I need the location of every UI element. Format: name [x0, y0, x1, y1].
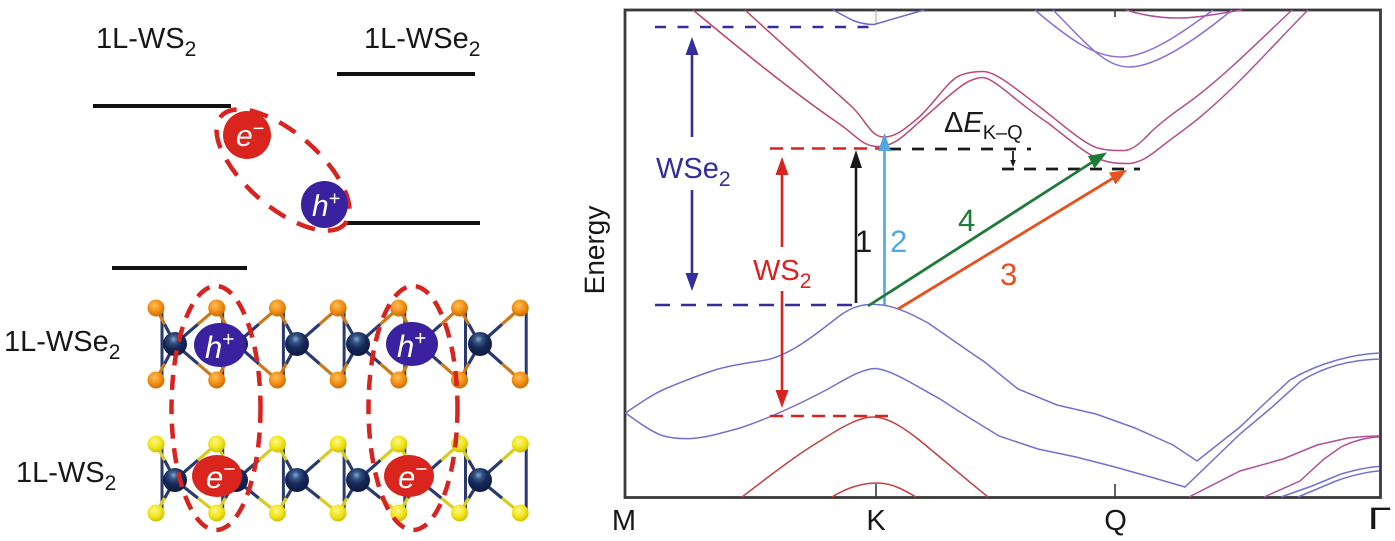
- svg-text:1L-WSe2: 1L-WSe2: [4, 326, 120, 364]
- svg-text:1: 1: [855, 224, 872, 259]
- svg-text:e−: e−: [398, 458, 428, 495]
- svg-text:Q: Q: [1104, 505, 1127, 537]
- svg-text:WSe2: WSe2: [656, 153, 731, 191]
- svg-text:1L-WS2: 1L-WS2: [96, 23, 196, 61]
- svg-text:K: K: [866, 505, 886, 537]
- svg-text:Γ: Γ: [1368, 501, 1392, 536]
- svg-text:1L-WS2: 1L-WS2: [16, 457, 116, 495]
- svg-text:M: M: [612, 505, 636, 537]
- svg-text:4: 4: [958, 203, 975, 238]
- svg-text:2: 2: [890, 224, 907, 259]
- svg-text:h+: h+: [397, 327, 427, 364]
- svg-text:3: 3: [1000, 257, 1017, 292]
- svg-text:1L-WSe2: 1L-WSe2: [364, 23, 480, 61]
- svg-text:Energy: Energy: [579, 206, 610, 295]
